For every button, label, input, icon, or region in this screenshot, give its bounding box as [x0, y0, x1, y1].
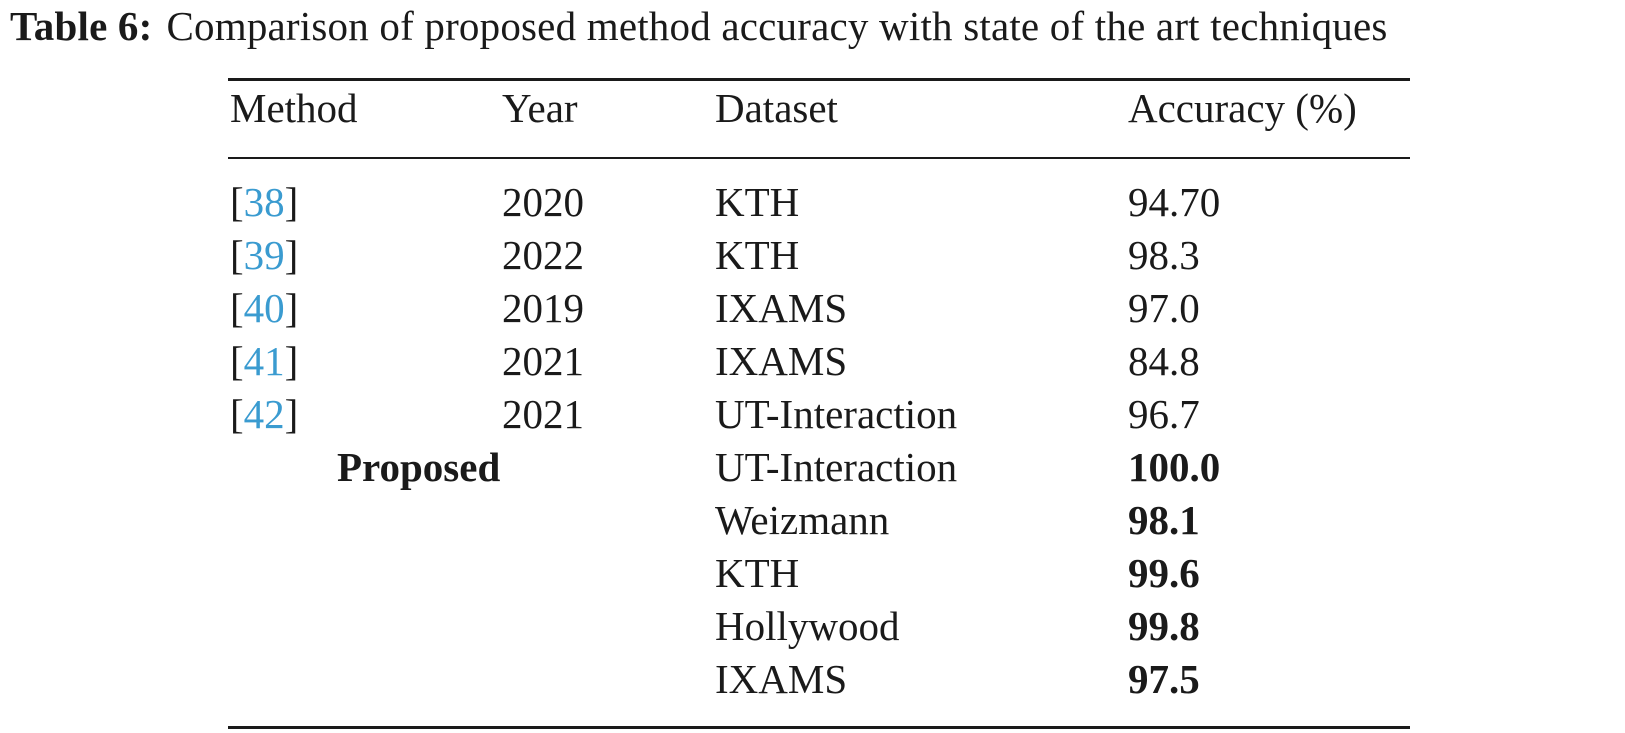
row-accuracy: 94.70 [1128, 179, 1221, 225]
row-dataset: KTH [715, 232, 800, 278]
row-dataset: UT-Interaction [715, 391, 958, 437]
row-method: [39] [230, 232, 299, 278]
caption-label: Table 6: [10, 3, 153, 49]
header-rule [228, 157, 1410, 159]
proposed-dataset: KTH [715, 550, 800, 596]
row-year: 2021 [502, 338, 584, 384]
row-year: 2021 [502, 391, 584, 437]
table-caption: Table 6: Comparison of proposed method ac… [10, 0, 1625, 52]
row-accuracy: 98.3 [1128, 232, 1200, 278]
row-dataset: KTH [715, 179, 800, 225]
row-year: 2019 [502, 285, 584, 331]
row-accuracy: 84.8 [1128, 338, 1200, 384]
proposed-accuracy: 99.8 [1128, 603, 1200, 649]
proposed-accuracy: 100.0 [1128, 444, 1221, 490]
citation-link[interactable]: 40 [243, 285, 285, 331]
proposed-dataset: UT-Interaction [715, 444, 958, 490]
proposed-accuracy: 99.6 [1128, 550, 1200, 596]
proposed-dataset: Hollywood [715, 603, 900, 649]
proposed-accuracy: 97.5 [1128, 656, 1200, 702]
proposed-dataset: Weizmann [715, 497, 890, 543]
caption-text: Comparison of proposed method accuracy w… [166, 3, 1388, 49]
header-accuracy: Accuracy (%) [1128, 85, 1357, 131]
row-dataset: IXAMS [715, 285, 848, 331]
citation-link[interactable]: 38 [243, 179, 285, 225]
proposed-dataset: IXAMS [715, 656, 848, 702]
row-year: 2020 [502, 179, 584, 225]
proposed-accuracy: 98.1 [1128, 497, 1200, 543]
row-year: 2022 [502, 232, 584, 278]
proposed-label: Proposed [337, 444, 501, 490]
row-dataset: IXAMS [715, 338, 848, 384]
row-method: [42] [230, 391, 299, 437]
header-year: Year [502, 85, 578, 131]
row-accuracy: 96.7 [1128, 391, 1200, 437]
row-method: [41] [230, 338, 299, 384]
header-dataset: Dataset [715, 85, 838, 131]
citation-link[interactable]: 39 [243, 232, 285, 278]
citation-link[interactable]: 42 [243, 391, 285, 437]
citation-link[interactable]: 41 [243, 338, 285, 384]
row-method: [38] [230, 179, 299, 225]
header-method: Method [230, 85, 358, 131]
row-method: [40] [230, 285, 299, 331]
bottom-rule [228, 726, 1410, 729]
row-accuracy: 97.0 [1128, 285, 1200, 331]
top-rule [228, 78, 1410, 81]
